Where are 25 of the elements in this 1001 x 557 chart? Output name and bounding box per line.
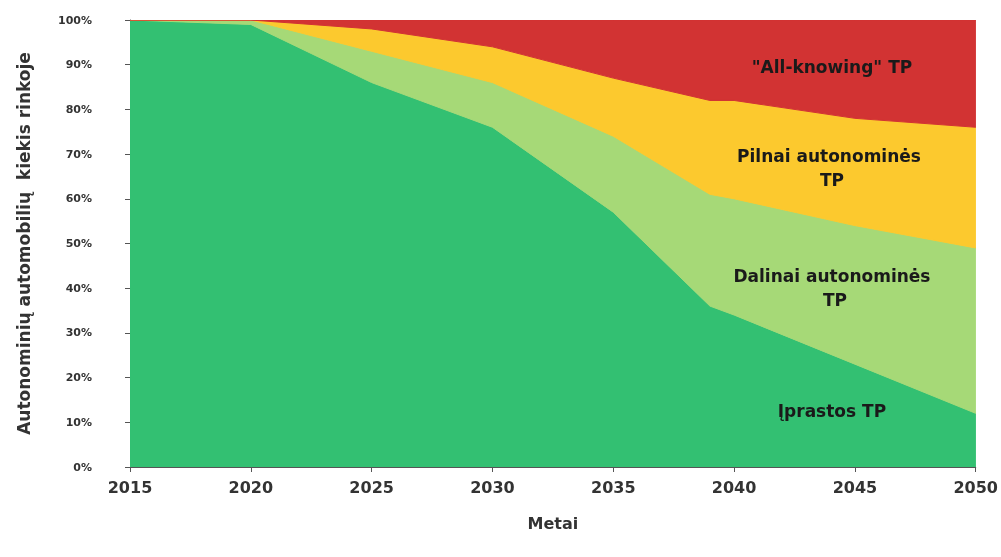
y-tick-label: 10% [65,415,92,429]
x-tick-label: 2025 [349,477,394,497]
y-tick-label: 0% [73,460,92,474]
x-tick-label: 2050 [953,477,998,497]
y-tick-label: 100% [58,13,92,27]
y-tick-label: 70% [65,147,92,161]
series-label: "All-knowing" TP [751,57,913,78]
series-label: Dalinai autonominės TP [733,265,931,310]
y-tick-label: 80% [65,102,92,116]
series-label: Pilnai autonominės TP [737,145,927,190]
series-label: Įprastos TP [777,400,887,421]
x-tick-label: 2015 [107,477,153,497]
y-tick-label: 30% [65,326,92,340]
y-tick-label: 60% [65,192,92,206]
y-axis-title: Autonominių automobilių kiekis rinkoje [13,52,34,435]
y-tick-label: 50% [65,237,92,250]
y-tick-label: 20% [65,371,92,385]
y-tick-label: 40% [65,281,92,295]
x-tick-label: 2030 [470,477,515,497]
x-axis-title: Metai [527,513,579,533]
y-tick-label: 90% [65,58,92,72]
x-tick-label: 2045 [832,477,878,497]
x-tick-label: 2040 [711,477,757,497]
x-tick-label: 2035 [591,477,636,497]
x-tick-label: 2020 [228,477,274,497]
